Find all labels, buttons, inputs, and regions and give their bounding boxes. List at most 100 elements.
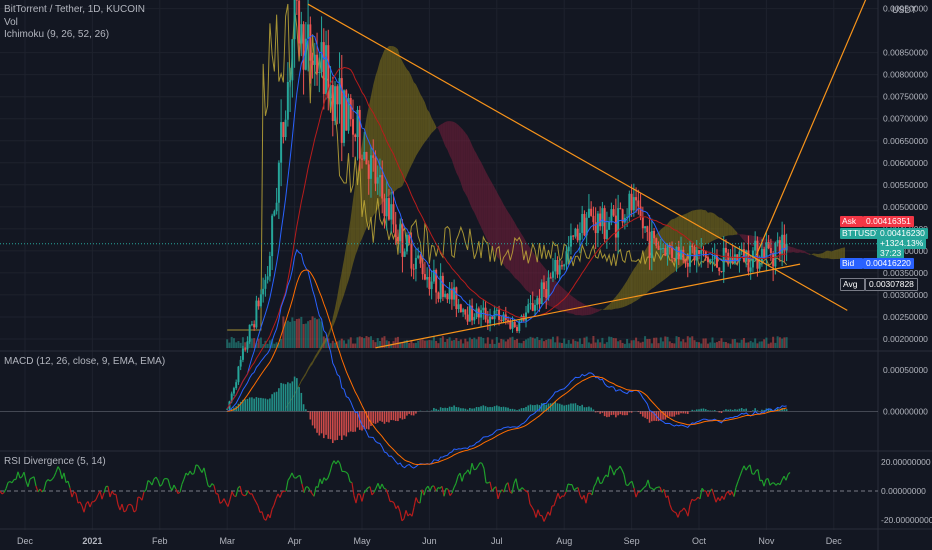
macd-histogram-bar [282, 383, 285, 412]
rsi-segment [53, 471, 57, 478]
macd-histogram-bar [287, 382, 289, 412]
volume-bar [253, 338, 256, 348]
volume-bar [226, 339, 229, 348]
volume-bar [455, 338, 458, 348]
candle-down [491, 316, 494, 320]
last-price-tag: BTTUSDT [840, 228, 885, 239]
volume-bar [542, 341, 545, 348]
macd-histogram-bar [639, 411, 642, 414]
candle-down [560, 265, 563, 267]
rsi-segment [101, 492, 105, 500]
volume-bar [549, 339, 552, 348]
volume-bar [666, 336, 669, 348]
volume-bar [740, 339, 743, 348]
macd-histogram-bar [590, 407, 592, 412]
rsi-segment [647, 479, 651, 488]
rsi-segment [621, 469, 625, 475]
rsi-segment [167, 479, 171, 487]
cloud-segment [663, 225, 666, 281]
candle-up [601, 208, 604, 227]
volume-bar [565, 343, 568, 348]
macd-histogram-bar [329, 411, 332, 440]
cloud-segment [526, 241, 529, 292]
macd-histogram-bar [390, 411, 393, 421]
volume-bar [628, 343, 631, 348]
trendline[interactable] [755, 0, 867, 256]
candle-down [365, 151, 368, 165]
cloud-segment [734, 229, 738, 235]
cloud-segment [469, 140, 473, 209]
cloud-segment [465, 132, 468, 198]
candle-down [484, 307, 487, 320]
rsi-segment [533, 510, 537, 518]
volume-bar [289, 321, 292, 348]
candle-up [262, 288, 265, 295]
trendline[interactable] [307, 3, 848, 311]
symbol-title[interactable]: BitTorrent / Tether, 1D, KUCOIN [4, 4, 145, 15]
rsi-segment [19, 476, 23, 479]
rsi-segment [203, 467, 207, 478]
macd-histogram-bar [484, 406, 487, 412]
candle-down [412, 268, 415, 270]
cloud-segment [447, 121, 450, 156]
volume-bar [435, 340, 438, 348]
rsi-segment [531, 506, 535, 512]
volume-bar [417, 340, 420, 348]
macd-histogram-bar [325, 411, 327, 435]
rsi-segment [451, 487, 455, 494]
rsi-segment [329, 464, 333, 473]
rsi-segment [23, 471, 27, 482]
macd-histogram-bar [358, 411, 361, 430]
volume-bar [767, 343, 770, 348]
cloud-segment [406, 69, 410, 176]
candle-down [311, 60, 314, 65]
macd-histogram-bar [311, 411, 314, 426]
candle-up [325, 45, 328, 94]
volume-bar [587, 342, 590, 348]
candle-down [720, 271, 723, 273]
ichimoku-legend[interactable]: Ichimoku (9, 26, 52, 26) [4, 29, 110, 40]
volume-bar [340, 338, 343, 348]
macd-histogram-bar [374, 411, 377, 424]
candle-down [354, 134, 357, 138]
rsi-segment [603, 474, 607, 479]
rsi-segment [733, 487, 737, 497]
macd-legend[interactable]: MACD (12, 26, close, 9, EMA, EMA) [4, 356, 166, 367]
trendlines[interactable] [0, 0, 878, 349]
rsi-segment [559, 495, 563, 499]
trendline[interactable] [375, 263, 801, 349]
candle-down [648, 231, 651, 258]
rsi-segment [309, 490, 313, 494]
candle-up [237, 366, 240, 383]
macd-histogram-bar [464, 408, 467, 412]
cloud-segment [557, 283, 560, 311]
macd-histogram-bar [651, 411, 653, 422]
candles [226, 0, 788, 411]
volume-bar [275, 342, 278, 348]
rsi-segment [767, 478, 771, 486]
volume-bar [412, 343, 415, 348]
volume-bar [718, 340, 721, 348]
candle-up [293, 0, 296, 40]
cloud-segment [829, 250, 832, 260]
rsi-segment [387, 494, 391, 502]
rsi-segment [143, 489, 147, 493]
macd-histogram-bar [673, 411, 676, 417]
cloud-segment [743, 234, 747, 244]
cloud-segment [384, 48, 387, 200]
cloud-segment [665, 223, 668, 279]
macd-histogram-bar [379, 411, 381, 421]
volume-bar [437, 343, 440, 348]
candle-up [650, 230, 653, 258]
cloud-segment [815, 253, 819, 258]
rsi-segment [503, 484, 507, 493]
macd-histogram-bar [444, 407, 446, 412]
rsi-legend[interactable]: RSI Divergence (5, 14) [4, 456, 106, 467]
cloud-segment [487, 175, 491, 245]
vol-legend[interactable]: Vol [4, 17, 18, 28]
volume-bar [430, 340, 433, 348]
candle-down [572, 235, 575, 237]
cloud-segment [303, 372, 306, 379]
rsi-segment [371, 491, 375, 496]
